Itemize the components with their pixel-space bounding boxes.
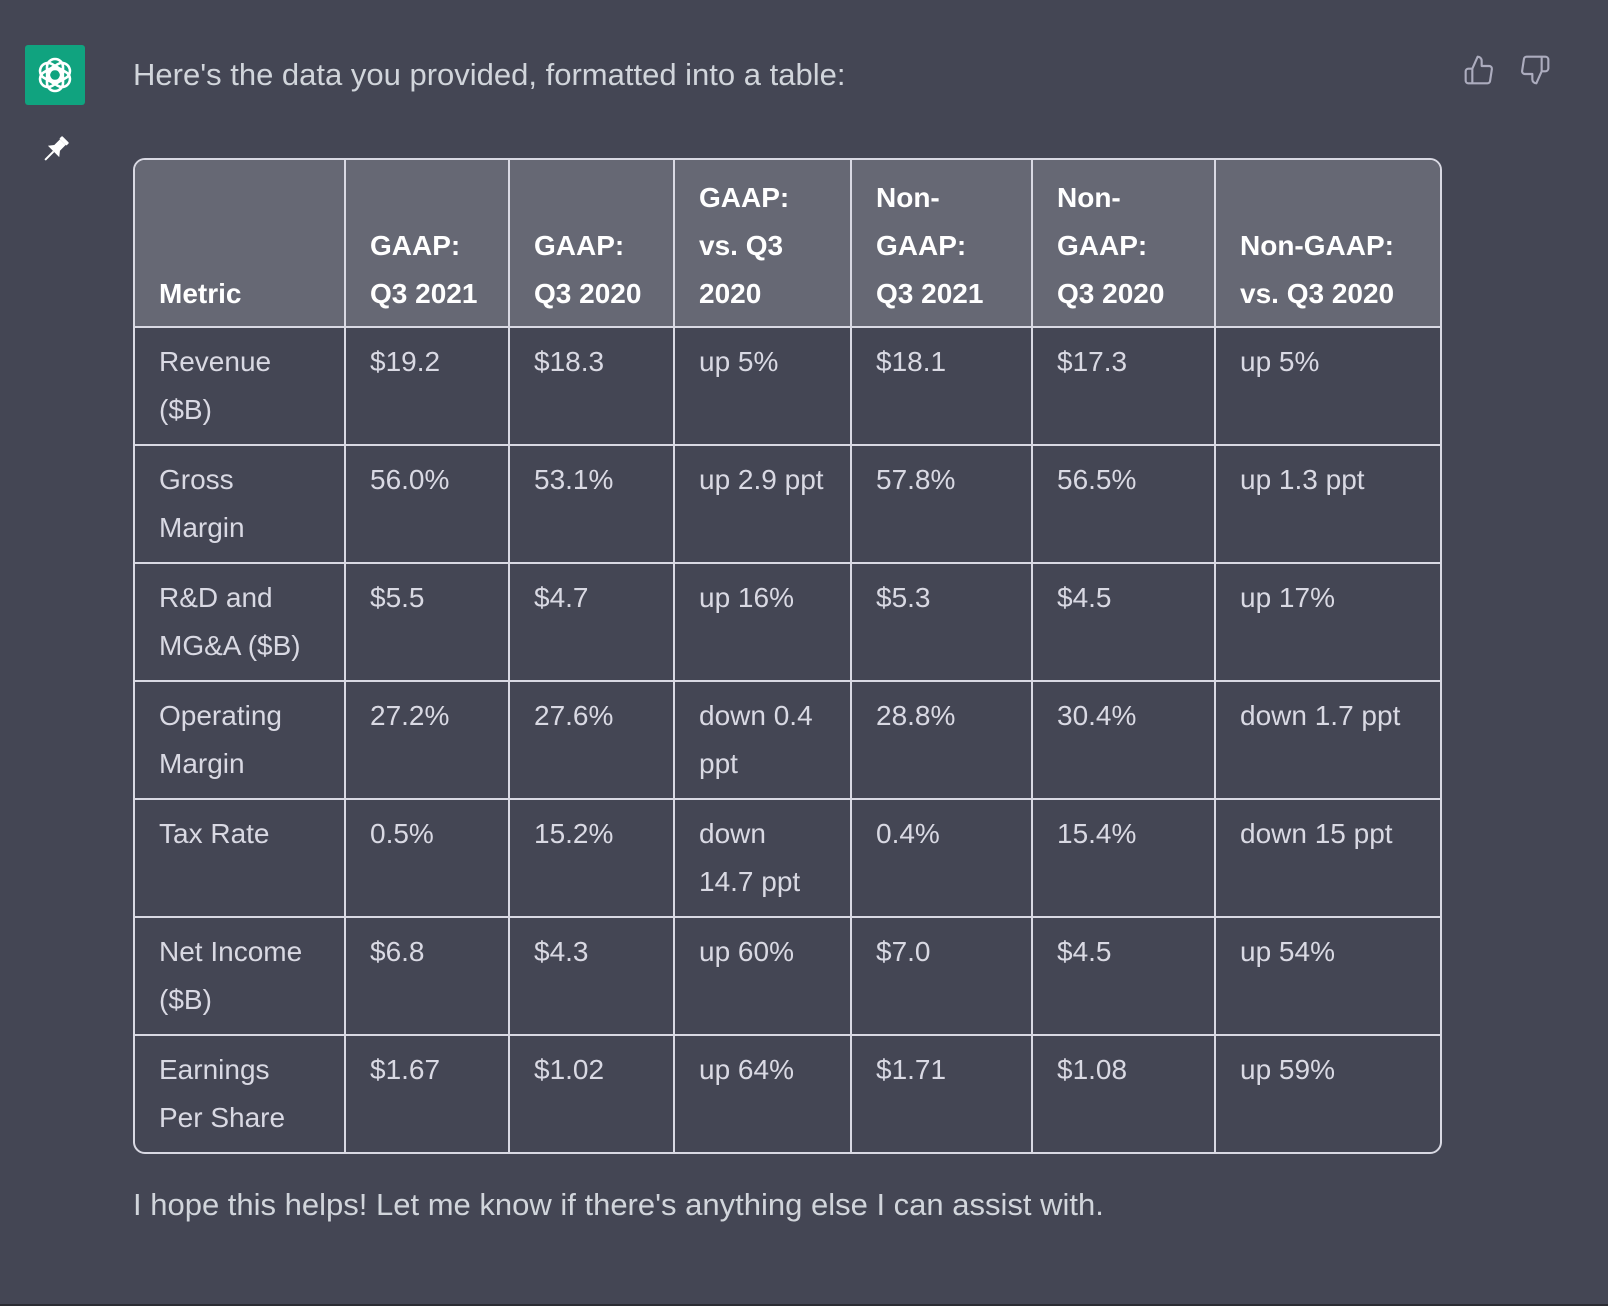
column-header: GAAP: Q3 2020	[509, 160, 675, 328]
column-header: Non-GAAP: Q3 2021	[851, 160, 1033, 328]
table-cell: down 14.7 ppt	[674, 799, 852, 918]
thumbs-up-icon	[1464, 55, 1493, 85]
table-cell: Operating Margin	[135, 681, 346, 800]
table-row: Operating Margin 27.2% 27.6% down 0.4 pp…	[135, 681, 1440, 800]
table-cell: 15.2%	[509, 799, 675, 918]
table-row: Earnings Per Share $1.67 $1.02 up 64% $1…	[135, 1035, 1440, 1152]
table-cell: down 1.7 ppt	[1215, 681, 1440, 800]
closing-text: I hope this helps! Let me know if there'…	[133, 1187, 1104, 1222]
column-header: Non-GAAP: vs. Q3 2020	[1215, 160, 1440, 328]
table-cell: $4.5	[1032, 917, 1216, 1036]
table-cell: 30.4%	[1032, 681, 1216, 800]
table-cell: up 5%	[1215, 327, 1440, 446]
table-cell: $1.71	[851, 1035, 1033, 1152]
table-cell: $4.7	[509, 563, 675, 682]
table-cell: 0.4%	[851, 799, 1033, 918]
table-cell: $6.8	[345, 917, 510, 1036]
table-cell: 0.5%	[345, 799, 510, 918]
table-header-row: Metric GAAP: Q3 2021 GAAP: Q3 2020 GAAP:…	[135, 160, 1440, 328]
pin-icon	[44, 136, 69, 161]
column-header: Metric	[135, 160, 346, 328]
table-row: R&D and MG&A ($B) $5.5 $4.7 up 16% $5.3 …	[135, 563, 1440, 682]
table-cell: up 5%	[674, 327, 852, 446]
table-cell: Earnings Per Share	[135, 1035, 346, 1152]
pin-button[interactable]	[37, 132, 73, 168]
table-cell: 28.8%	[851, 681, 1033, 800]
table-cell: 15.4%	[1032, 799, 1216, 918]
table-cell: $1.67	[345, 1035, 510, 1152]
table-cell: $1.08	[1032, 1035, 1216, 1152]
table-cell: 56.5%	[1032, 445, 1216, 564]
table-cell: up 2.9 ppt	[674, 445, 852, 564]
table-cell: R&D and MG&A ($B)	[135, 563, 346, 682]
data-table-container: Metric GAAP: Q3 2021 GAAP: Q3 2020 GAAP:…	[133, 158, 1442, 1154]
table-cell: up 59%	[1240, 1054, 1335, 1085]
table-cell: Tax Rate	[135, 799, 346, 918]
table-cell: Net Income ($B)	[135, 917, 346, 1036]
table-cell: up 60%	[674, 917, 852, 1036]
table-cell: $18.3	[509, 327, 675, 446]
column-header: GAAP: Q3 2021	[345, 160, 510, 328]
table-cell: 27.6%	[509, 681, 675, 800]
table-cell: up 64%	[674, 1035, 852, 1152]
table-cell: $4.5	[1032, 563, 1216, 682]
table-cell: 57.8%	[851, 445, 1033, 564]
table-cell: $5.5	[345, 563, 510, 682]
table-row: Net Income ($B) $6.8 $4.3 up 60% $7.0 $4…	[135, 917, 1440, 1036]
divider	[0, 1304, 1608, 1306]
financial-data-table: Metric GAAP: Q3 2021 GAAP: Q3 2020 GAAP:…	[135, 160, 1440, 1152]
table-cell: $7.0	[851, 917, 1033, 1036]
table-cell: Gross Margin	[135, 445, 346, 564]
table-cell: 27.2%	[345, 681, 510, 800]
table-cell: $1.02	[509, 1035, 675, 1152]
thumbs-down-icon	[1521, 55, 1550, 85]
assistant-avatar	[25, 45, 85, 105]
column-header: Non-GAAP: Q3 2020	[1032, 160, 1216, 328]
intro-text: Here's the data you provided, formatted …	[133, 57, 846, 92]
table-cell: $5.3	[851, 563, 1033, 682]
table-cell: $18.1	[851, 327, 1033, 446]
table-cell: 56.0%	[345, 445, 510, 564]
table-cell: $17.3	[1032, 327, 1216, 446]
table-row: Revenue ($B) $19.2 $18.3 up 5% $18.1 $17…	[135, 327, 1440, 446]
table-cell: up 17%	[1215, 563, 1440, 682]
table-cell: down 0.4 ppt	[674, 681, 852, 800]
table-cell: down 15 ppt	[1215, 799, 1440, 918]
table-cell: $19.2	[345, 327, 510, 446]
column-header: GAAP: vs. Q3 2020	[674, 160, 852, 328]
table-cell: Revenue ($B)	[135, 327, 346, 446]
table-cell: up 16%	[674, 563, 852, 682]
table-row: Gross Margin 56.0% 53.1% up 2.9 ppt 57.8…	[135, 445, 1440, 564]
table-cell: 53.1%	[509, 445, 675, 564]
table-row: Tax Rate 0.5% 15.2% down 14.7 ppt 0.4% 1…	[135, 799, 1440, 918]
table-cell: up 54%	[1215, 917, 1440, 1036]
table-cell: up 1.3 ppt	[1215, 445, 1440, 564]
thumbs-down-button[interactable]	[1517, 52, 1553, 88]
openai-logo-icon	[38, 57, 72, 93]
thumbs-up-button[interactable]	[1461, 52, 1497, 88]
table-cell: $4.3	[509, 917, 675, 1036]
